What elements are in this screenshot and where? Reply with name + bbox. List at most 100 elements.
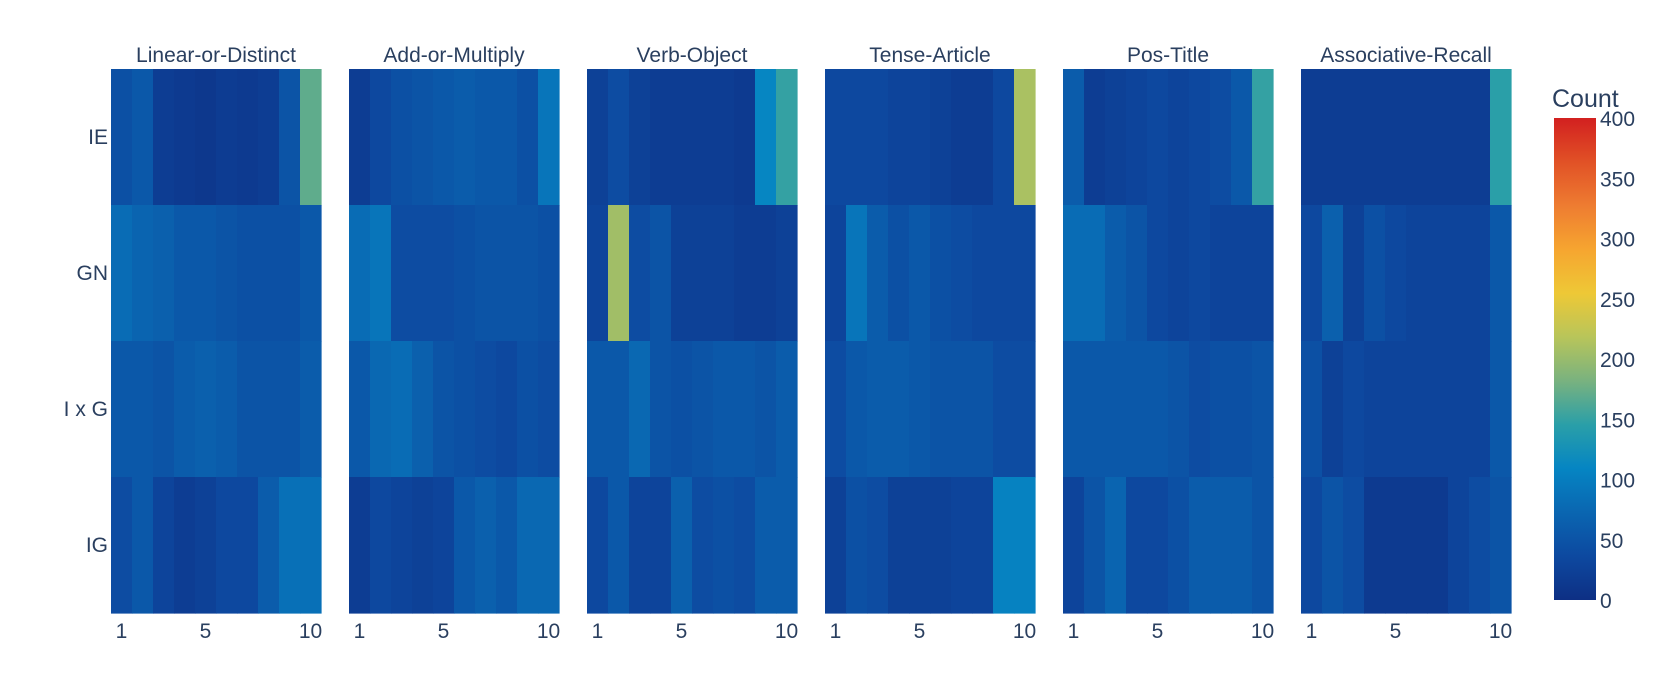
- x-tick-label: 10: [1013, 620, 1036, 643]
- heatmap-cell: [132, 341, 154, 478]
- heatmap-cell: [671, 205, 693, 342]
- heatmap-cell: [713, 477, 735, 614]
- x-tick-label: 5: [1390, 620, 1402, 643]
- heatmap-cell: [300, 69, 322, 206]
- heatmap-cell: [279, 477, 301, 614]
- heatmap-cell: [370, 69, 392, 206]
- heatmap-cell: [1084, 477, 1106, 614]
- heatmap-cell: [972, 205, 994, 342]
- heatmap-cell: [993, 69, 1015, 206]
- colorbar-title: Count: [1552, 85, 1619, 113]
- heatmap-cell: [1063, 205, 1085, 342]
- heatmap-cell: [1210, 341, 1232, 478]
- colorbar-tick-label: 50: [1600, 530, 1623, 553]
- heatmap-cell: [1189, 341, 1211, 478]
- heatmap-cell: [629, 69, 651, 206]
- heatmap-cell: [1231, 477, 1253, 614]
- heatmap-cell: [300, 205, 322, 342]
- heatmap-cell: [174, 477, 196, 614]
- heatmap-cell: [1126, 69, 1148, 206]
- x-tick-label: 1: [592, 620, 604, 643]
- heatmap-cell: [951, 69, 973, 206]
- heatmap-cell: [1084, 341, 1106, 478]
- heatmap-cell: [258, 477, 280, 614]
- heatmap-cell: [153, 477, 175, 614]
- heatmap-cell: [454, 477, 476, 614]
- heatmap-cell: [1343, 477, 1365, 614]
- heatmap-cell: [1105, 477, 1127, 614]
- heatmap-cell: [671, 477, 693, 614]
- heatmap-cell: [153, 205, 175, 342]
- heatmap-cell: [1301, 69, 1323, 206]
- heatmap-cell: [237, 205, 259, 342]
- heatmap-cell: [867, 341, 889, 478]
- heatmap-cell: [1147, 205, 1169, 342]
- heatmap-cell: [909, 69, 931, 206]
- heatmap-cell: [692, 341, 714, 478]
- heatmap-cell: [517, 477, 539, 614]
- heatmap-cell: [692, 69, 714, 206]
- heatmap-cell: [650, 477, 672, 614]
- heatmap-cell: [1469, 341, 1491, 478]
- heatmap-cell: [1364, 477, 1386, 614]
- x-tick-label: 10: [775, 620, 798, 643]
- heatmap-cell: [517, 205, 539, 342]
- heatmap-cell: [1448, 477, 1470, 614]
- heatmap-cell: [1231, 205, 1253, 342]
- x-tick-label: 10: [1251, 620, 1274, 643]
- heatmap-cell: [1168, 477, 1190, 614]
- heatmap-cell: [433, 341, 455, 478]
- panel-title: Add-or-Multiply: [383, 44, 525, 67]
- heatmap-cell: [1084, 205, 1106, 342]
- heatmap-cell: [279, 69, 301, 206]
- heatmap-cell: [216, 341, 238, 478]
- heatmap-cell: [412, 341, 434, 478]
- heatmap-cell: [237, 341, 259, 478]
- heatmap-cell: [1014, 477, 1036, 614]
- heatmap-cell: [650, 205, 672, 342]
- heatmap-cell: [132, 477, 154, 614]
- heatmap-cell: [1063, 69, 1085, 206]
- heatmap-cell: [454, 205, 476, 342]
- heatmap-cell: [1301, 205, 1323, 342]
- heatmap-cell: [755, 205, 777, 342]
- heatmap-cell: [867, 477, 889, 614]
- panel-title: Pos-Title: [1127, 44, 1209, 67]
- heatmap-cell: [1301, 477, 1323, 614]
- heatmap-cell: [1252, 477, 1274, 614]
- heatmap-cell: [153, 69, 175, 206]
- heatmap-cell: [1343, 205, 1365, 342]
- heatmap-cell: [1364, 69, 1386, 206]
- heatmap-cell: [1406, 69, 1428, 206]
- heatmap-cell: [930, 477, 952, 614]
- heatmap-cell: [1252, 341, 1274, 478]
- heatmap-cell: [1490, 477, 1512, 614]
- heatmap-cell: [496, 69, 518, 206]
- heatmap-cell: [1126, 477, 1148, 614]
- heatmap-cell: [279, 205, 301, 342]
- x-tick-label: 1: [354, 620, 366, 643]
- heatmap-cell: [1406, 205, 1428, 342]
- heatmap-cell: [1427, 69, 1449, 206]
- heatmap-cell: [629, 205, 651, 342]
- panel-title: Tense-Article: [869, 44, 990, 67]
- heatmap-cell: [692, 205, 714, 342]
- heatmap-cell: [1343, 341, 1365, 478]
- heatmap-cell: [993, 477, 1015, 614]
- heatmap-cell: [1385, 69, 1407, 206]
- heatmap-cell: [195, 341, 217, 478]
- heatmap-cell: [454, 69, 476, 206]
- heatmap-cell: [776, 69, 798, 206]
- heatmap-cell: [538, 69, 560, 206]
- heatmap-cell: [174, 69, 196, 206]
- heatmap-cell: [1322, 341, 1344, 478]
- heatmap-cell: [1385, 341, 1407, 478]
- heatmap-cell: [755, 69, 777, 206]
- x-tick-label: 1: [1306, 620, 1318, 643]
- heatmap-cell: [608, 477, 630, 614]
- heatmap-cell: [608, 205, 630, 342]
- heatmap-cell: [629, 341, 651, 478]
- heatmap-cell: [258, 341, 280, 478]
- heatmap-cell: [174, 341, 196, 478]
